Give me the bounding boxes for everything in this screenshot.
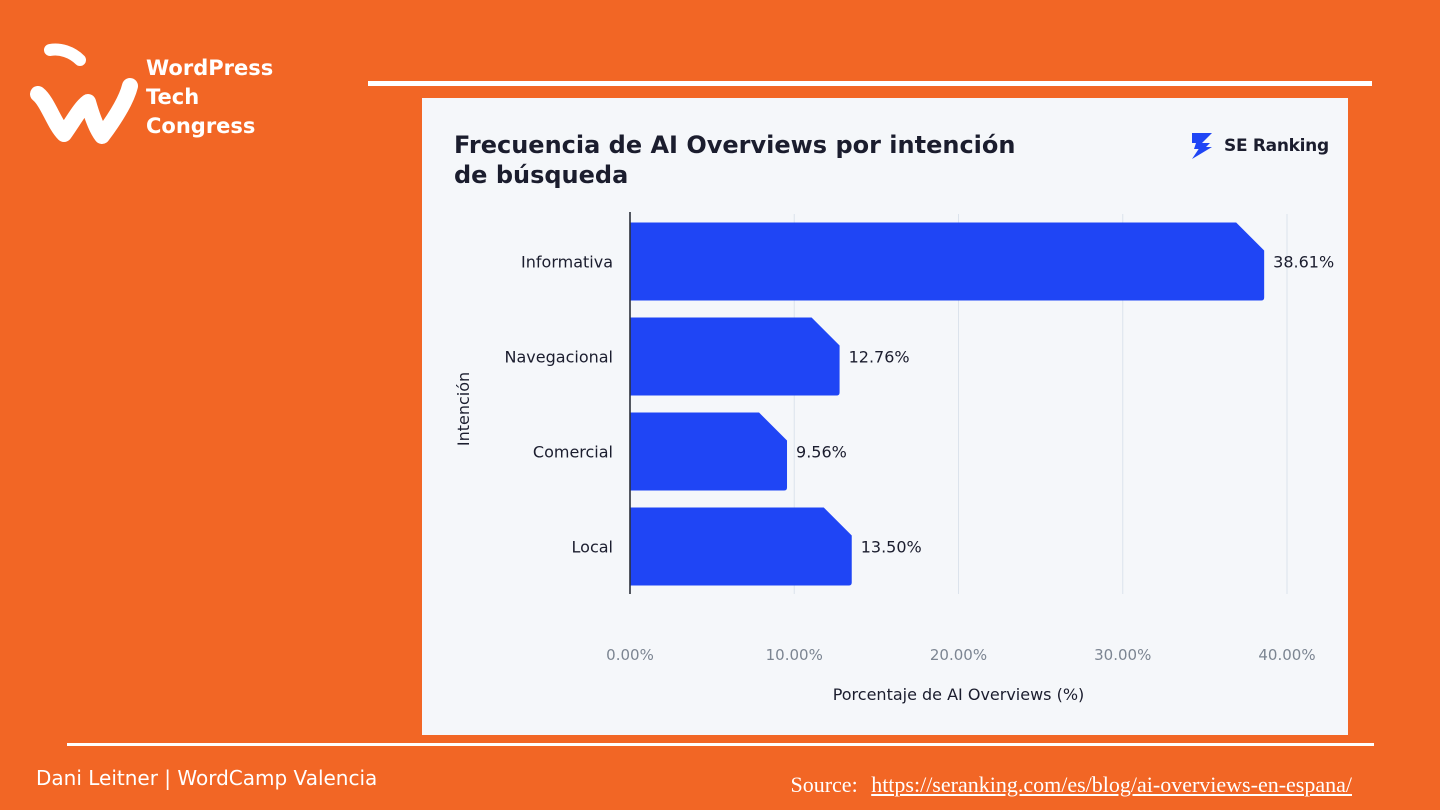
brand-line-2: Tech [146,85,200,109]
se-ranking-bolt-icon [1192,133,1212,159]
chart-title-line-2: de búsqueda [454,161,629,189]
bar-value-label: 12.76% [849,348,910,367]
source-label: Source: [790,772,858,797]
bar-value-label: 9.56% [796,443,847,462]
y-axis-title: Intención [454,372,473,446]
x-axis-title: Porcentaje de AI Overviews (%) [833,685,1085,704]
se-ranking-label: SE Ranking [1224,136,1329,156]
y-category-label: Comercial [533,443,613,462]
y-category-label: Informativa [521,253,613,272]
y-category-label: Navegacional [505,348,613,367]
x-tick-label: 10.00% [766,646,823,664]
chart-card: Frecuencia de AI Overviews por intención… [422,98,1348,735]
top-divider [368,81,1372,86]
x-tick-label: 30.00% [1094,646,1151,664]
bar [630,317,840,396]
chart-title: Frecuencia de AI Overviews por intención… [454,130,1054,190]
wordpress-tech-congress-logo-icon [30,43,138,144]
footer-credit: Dani Leitner | WordCamp Valencia [36,766,378,790]
brand-line-3: Congress [146,114,256,138]
bar [630,222,1265,301]
bar-chart: 0.00% 10.00% 20.00% 30.00% 40.00% Informativa… [454,212,1334,704]
bar [630,507,852,586]
x-tick-label: 0.00% [606,646,654,664]
footer-source: Source: https://seranking.com/es/blog/ai… [790,772,1352,798]
source-link[interactable]: https://seranking.com/es/blog/ai-overvie… [871,772,1352,797]
chart-title-line-1: Frecuencia de AI Overviews por intención [454,131,1016,159]
se-ranking-logo: SE Ranking [1188,130,1329,162]
brand-logo: WordPress Tech Congress [30,42,300,152]
x-tick-label: 20.00% [930,646,987,664]
bar-value-label: 13.50% [861,538,922,557]
x-tick-label: 40.00% [1258,646,1315,664]
bar [630,412,788,491]
brand-line-1: WordPress [146,56,274,80]
y-category-label: Local [572,538,613,557]
bar-value-label: 38.61% [1273,253,1334,272]
bottom-divider [67,743,1374,746]
